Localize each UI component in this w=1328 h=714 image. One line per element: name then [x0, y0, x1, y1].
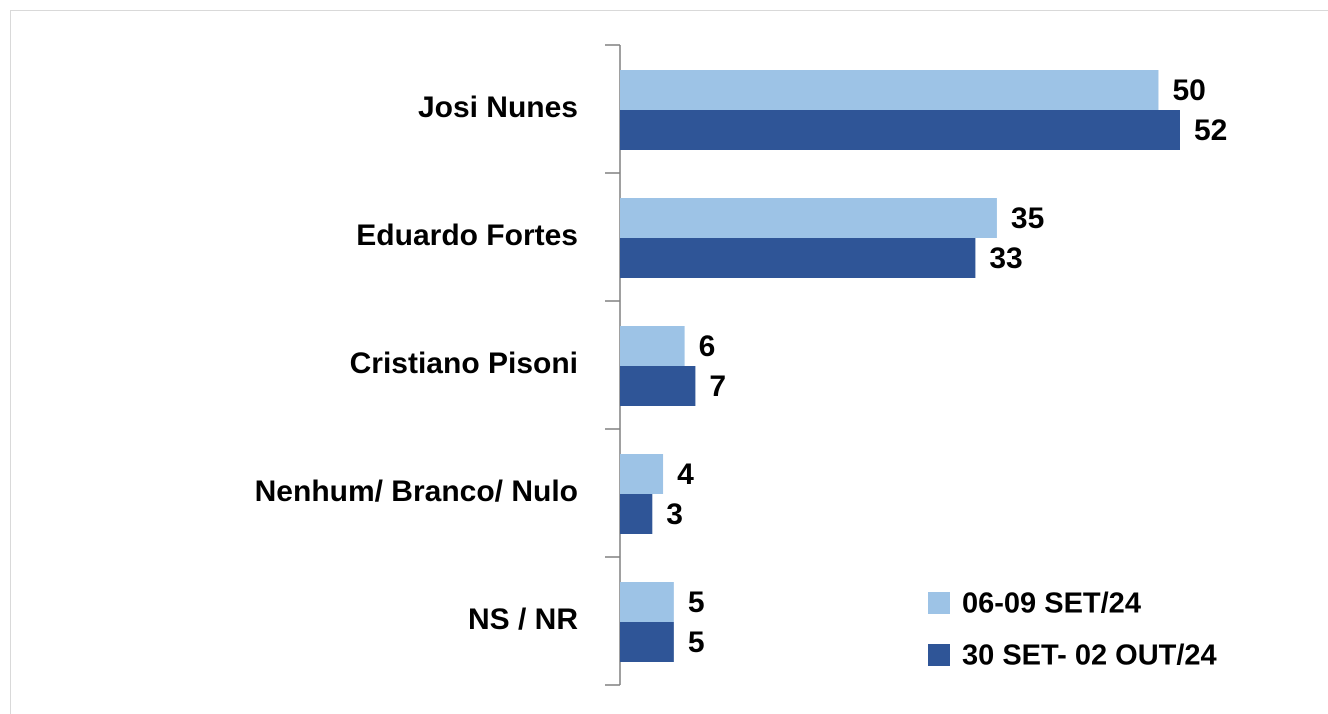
- bar: [620, 110, 1180, 150]
- bar: [620, 494, 653, 534]
- legend-swatch: [928, 644, 950, 666]
- value-label: 52: [1194, 114, 1227, 147]
- value-label: 5: [688, 586, 705, 619]
- bar: [620, 622, 674, 662]
- bar: [620, 238, 976, 278]
- value-label: 3: [666, 498, 683, 531]
- category-label: Cristiano Pisoni: [350, 347, 578, 380]
- category-label: Eduardo Fortes: [356, 219, 578, 252]
- bar: [620, 326, 685, 366]
- category-label: NS / NR: [468, 603, 578, 636]
- category-label: Josi Nunes: [418, 91, 578, 124]
- value-label: 5: [688, 626, 705, 659]
- chart-border: [10, 10, 1328, 714]
- category-label: Nenhum/ Branco/ Nulo: [255, 475, 578, 508]
- bar: [620, 582, 674, 622]
- value-label: 50: [1172, 74, 1205, 107]
- legend-label: 06-09 SET/24: [962, 588, 1141, 620]
- bar: [620, 198, 997, 238]
- legend-swatch: [928, 592, 950, 614]
- value-label: 33: [989, 242, 1022, 275]
- value-label: 4: [677, 458, 694, 491]
- value-label: 35: [1011, 202, 1044, 235]
- value-label: 7: [709, 370, 726, 403]
- bar: [620, 454, 664, 494]
- bar: [620, 70, 1159, 110]
- bar: [620, 366, 696, 406]
- value-label: 6: [699, 330, 716, 363]
- legend-label: 30 SET- 02 OUT/24: [962, 640, 1217, 672]
